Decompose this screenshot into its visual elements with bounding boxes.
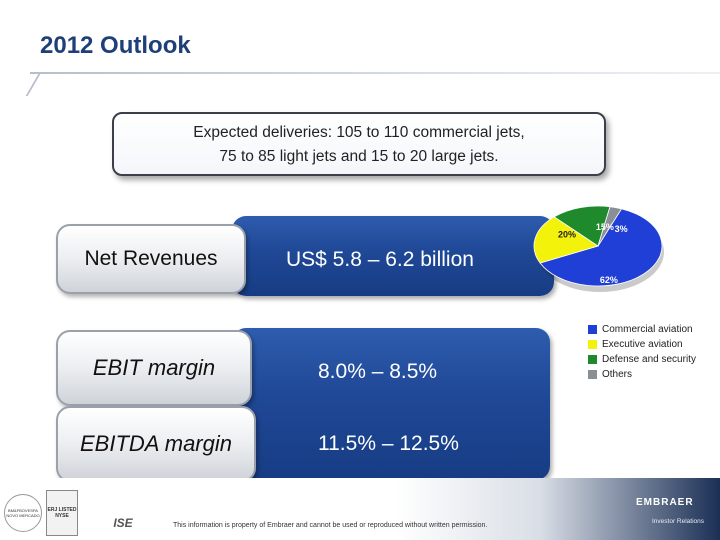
ebit-margin-value: 8.0% – 8.5% bbox=[318, 360, 438, 383]
embraer-logo-text: EMBRAER bbox=[636, 497, 694, 508]
ebitda-margin-tab: EBITDA margin bbox=[56, 406, 256, 482]
pie-label-others: 3% bbox=[615, 224, 628, 234]
pie-slice-defense bbox=[553, 205, 611, 247]
bovespa-logo: BM&FBOVESPA NOVO MERCADO bbox=[4, 494, 42, 532]
pie-legend: Commercial aviation Executive aviation D… bbox=[588, 322, 696, 382]
legend-item-others: Others bbox=[588, 367, 696, 382]
ebitda-margin-label: EBITDA margin bbox=[79, 431, 232, 456]
nyse-logo: ERJ LISTED NYSE bbox=[46, 490, 78, 536]
net-revenues-label: Net Revenues bbox=[84, 247, 218, 270]
legend-swatch-others bbox=[588, 370, 597, 379]
ebitda-margin-value: 11.5% – 12.5% bbox=[318, 432, 459, 455]
ise-logo: ISE bbox=[113, 516, 133, 530]
net-revenues-value: US$ 5.8 – 6.2 billion bbox=[286, 248, 474, 271]
pie-label-executive: 20% bbox=[558, 229, 576, 239]
legend-swatch-defense bbox=[588, 355, 597, 364]
footer-disclaimer: This information is property of Embraer … bbox=[173, 522, 488, 529]
page-number: 34 bbox=[694, 458, 708, 473]
ebit-margin-tab: EBIT margin bbox=[56, 330, 252, 406]
deliveries-line-2: 75 to 85 light jets and 15 to 20 large j… bbox=[219, 148, 499, 165]
legend-label-executive: Executive aviation bbox=[602, 339, 683, 350]
page-title: 2012 Outlook bbox=[40, 32, 191, 59]
net-revenues-panel bbox=[232, 216, 554, 296]
legend-label-others: Others bbox=[602, 369, 633, 380]
title-underline bbox=[30, 72, 720, 74]
pie-slice-others bbox=[597, 206, 623, 247]
legend-item-executive: Executive aviation bbox=[588, 337, 696, 352]
deliveries-line-1: Expected deliveries: 105 to 110 commerci… bbox=[193, 124, 525, 141]
pie-slice-executive bbox=[533, 216, 599, 264]
net-revenues-tab: Net Revenues bbox=[56, 224, 246, 294]
pie-label-commercial: 62% bbox=[600, 275, 618, 285]
legend-item-defense: Defense and security bbox=[588, 352, 696, 367]
embraer-logo-icon: EMBRAER bbox=[636, 497, 712, 511]
legend-item-commercial: Commercial aviation bbox=[588, 322, 696, 337]
footer-bar bbox=[0, 478, 720, 540]
legend-label-defense: Defense and security bbox=[602, 354, 696, 365]
pie-label-defense: 15% bbox=[596, 222, 614, 232]
legend-label-commercial: Commercial aviation bbox=[602, 324, 693, 335]
ebit-margin-label: EBIT margin bbox=[92, 355, 216, 380]
deliveries-callout: Expected deliveries: 105 to 110 commerci… bbox=[112, 112, 606, 176]
revenue-mix-pie-chart: 62% 20% 15% 3% bbox=[530, 190, 720, 300]
legend-swatch-commercial bbox=[588, 325, 597, 334]
exchange-logos: BM&FBOVESPA NOVO MERCADO ERJ LISTED NYSE… bbox=[4, 488, 174, 538]
title-slash-decoration bbox=[25, 74, 41, 96]
pie-svg: 62% 20% 15% 3% bbox=[533, 205, 664, 292]
legend-swatch-executive bbox=[588, 340, 597, 349]
margins-panel bbox=[232, 328, 550, 480]
investor-relations-label: Investor Relations bbox=[652, 518, 705, 525]
pie-slice-commercial bbox=[539, 208, 663, 287]
